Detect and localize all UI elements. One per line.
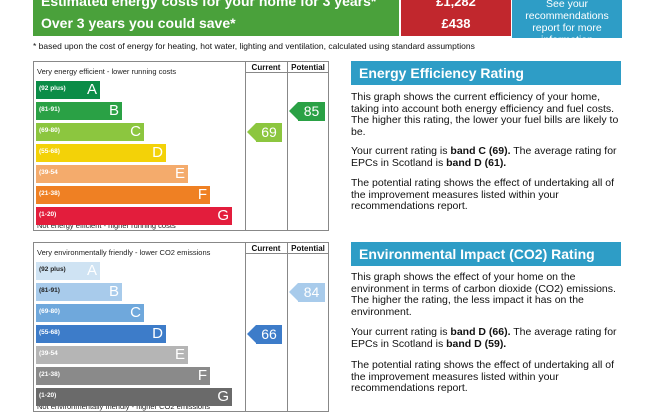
text-run: Your current rating is [351,145,451,157]
column-divider [287,243,288,411]
band-letter: C [130,123,141,140]
band-range: (21-38) [39,190,60,197]
band-range: (81-91) [39,287,60,294]
recommendations-link[interactable]: See your recommendations report for more… [512,0,622,46]
text-run: The average rating for EPCs in Scotland … [351,326,617,350]
environmental-impact-description: This graph shows the effect of your home… [351,271,616,318]
rating-band-g: (1-20) G [36,207,232,225]
potential-column-header: Potential [291,63,325,72]
rating-band-c: (69-80) C [36,123,144,141]
potential-rating-indicator: 85 [289,101,325,121]
rating-band-a: (92 plus) A [36,81,100,99]
chart-caption-top: Very environmentally friendly - lower CO… [37,248,211,257]
current-column-header: Current [251,63,281,72]
average-band-text: band D (61). [446,156,507,169]
indicator-arrow [247,324,256,343]
column-divider [245,62,246,230]
rating-band-d: (55-68) D [36,325,166,343]
energy-efficiency-chart: Current Potential Very energy efficient … [33,61,329,231]
header-line [245,72,328,73]
band-range: (39-54 [39,169,58,176]
rating-band-e: (39-54 E [36,165,188,183]
chart-caption-bottom: Not energy efficient - higher running co… [37,221,176,230]
band-range: (92 plus) [39,85,66,92]
footnote: * based upon the cost of energy for heat… [33,41,475,51]
current-rating-value: 66 [261,325,277,342]
band-range: (92 plus) [39,266,66,273]
current-rating-indicator: 69 [247,122,282,142]
energy-costs-value: £1,282 [401,0,511,14]
rating-band-f: (21-38) F [36,367,210,385]
band-letter: C [130,304,141,321]
energy-efficiency-current-rating: Your current rating is band C (69). The … [351,145,623,169]
potential-column-header: Potential [291,244,325,253]
current-rating-value: 69 [261,123,277,140]
rating-band-b: (81-91) B [36,283,122,301]
band-range: (55-68) [39,148,60,155]
average-band-text: band D (59). [446,337,507,350]
band-letter: D [152,144,163,161]
band-range: (1-20) [39,211,57,218]
band-letter: A [86,81,97,98]
rating-band-b: (81-91) B [36,102,122,120]
band-letter: E [174,165,185,182]
energy-efficiency-potential-note: The potential rating shows the effect of… [351,177,615,212]
energy-costs-row: Estimated energy costs for your home for… [33,0,511,14]
band-letter: B [108,102,119,119]
savings-label: Over 3 years you could save* [41,15,236,31]
band-range: (55-68) [39,329,60,336]
column-divider [245,243,246,411]
environmental-impact-chart: Current Potential Very environmentally f… [33,242,329,412]
current-rating-indicator: 66 [247,324,282,344]
chart-caption-top: Very energy efficient - lower running co… [37,67,177,76]
band-letter: F [197,186,207,203]
rating-band-f: (21-38) F [36,186,210,204]
savings-value: £438 [401,12,511,36]
current-band-text: band C (69). [450,145,511,157]
band-letter: A [86,262,97,279]
indicator-arrow [289,282,298,301]
band-range: (1-20) [39,392,57,399]
column-divider [287,62,288,230]
band-range: (39-54 [39,350,58,357]
energy-efficiency-description: This graph shows the current efficiency … [351,91,619,138]
rating-band-c: (69-80) C [36,304,144,322]
band-letter: B [108,283,119,300]
potential-rating-value: 84 [303,283,320,300]
band-range: (69-80) [39,308,60,315]
rating-band-d: (55-68) D [36,144,166,162]
band-letter: F [197,367,207,384]
text-run: Your current rating is [351,326,451,338]
indicator-arrow [289,101,298,120]
energy-efficiency-title: Energy Efficiency Rating [351,61,621,85]
band-letter: G [217,207,229,224]
band-letter: G [217,388,229,405]
indicator-arrow [247,122,256,141]
row-separator [399,0,401,14]
rating-band-a: (92 plus) A [36,262,100,280]
band-letter: D [152,325,163,342]
environmental-impact-current-rating: Your current rating is band D (66). The … [351,326,623,350]
band-letter: E [174,346,185,363]
rating-band-g: (1-20) G [36,388,232,406]
current-column-header: Current [251,244,281,253]
savings-row: Over 3 years you could save* £438 [33,12,511,36]
band-range: (81-91) [39,106,60,113]
current-band-text: band D (66). [450,326,511,338]
potential-rating-indicator: 84 [289,282,325,302]
band-range: (21-38) [39,371,60,378]
header-line [245,253,328,254]
band-range: (69-80) [39,127,60,134]
row-separator [399,12,401,36]
environmental-impact-title: Environmental Impact (CO2) Rating [351,242,621,266]
environmental-impact-potential-note: The potential rating shows the effect of… [351,359,615,394]
chart-caption-bottom: Not environmentally friendly - higher CO… [37,402,210,411]
rating-band-e: (39-54 E [36,346,188,364]
text-run: The average rating for EPCs in Scotland … [351,145,617,169]
potential-rating-value: 85 [303,102,320,119]
energy-costs-label: Estimated energy costs for your home for… [41,0,377,9]
